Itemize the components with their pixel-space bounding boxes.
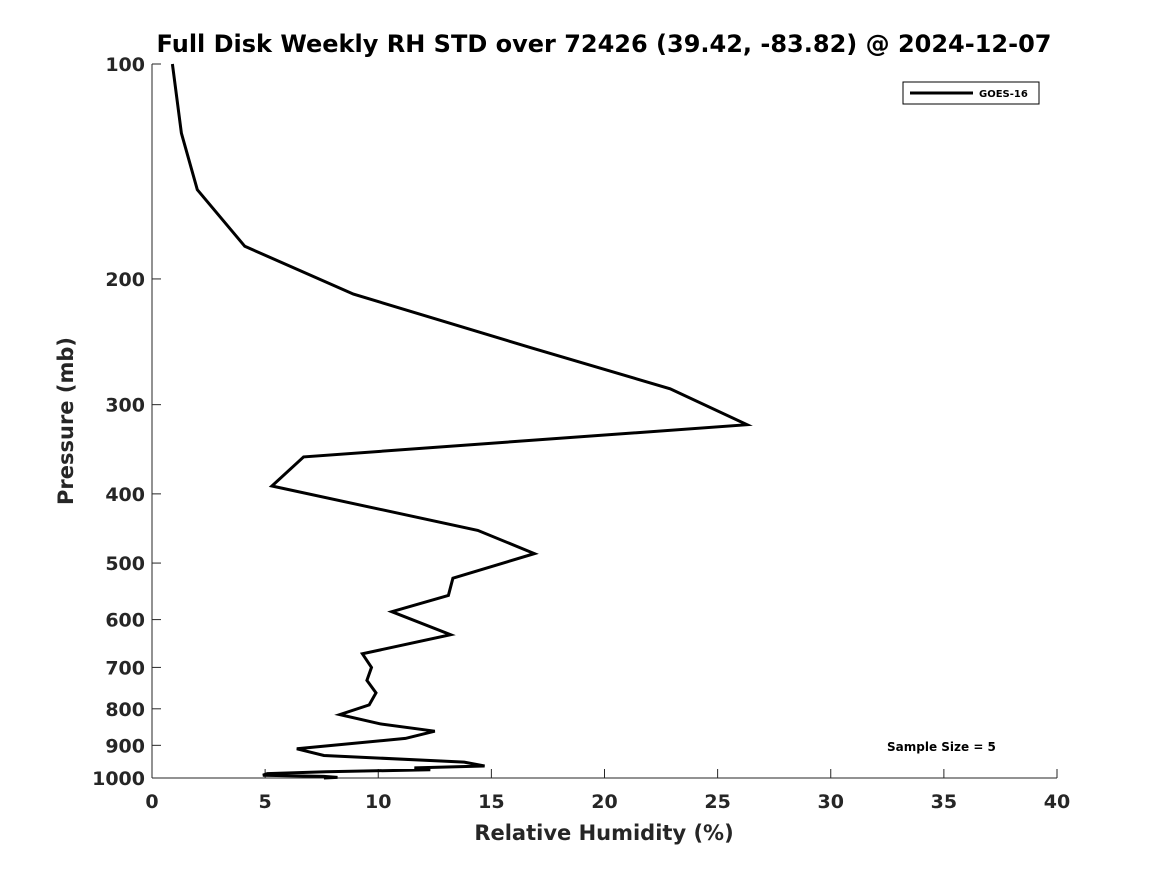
y-axis-label: Pressure (mb) [54, 337, 78, 505]
y-tick-label: 400 [105, 484, 145, 506]
x-tick-label: 10 [365, 791, 391, 813]
series-layer [170, 63, 753, 780]
y-tick-label: 100 [105, 54, 145, 76]
sample-size-annotation: Sample Size = 5 [887, 740, 996, 754]
series-line-goes-16 [170, 63, 753, 780]
y-tick-label: 300 [105, 395, 145, 417]
y-tick-label: 500 [105, 553, 145, 575]
x-tick-label: 0 [145, 791, 158, 813]
x-axis-ticks: 0 5 10 15 20 25 30 35 40 [145, 769, 1070, 813]
x-tick-label: 25 [704, 791, 730, 813]
y-tick-label: 200 [105, 269, 145, 291]
y-tick-label: 900 [105, 735, 145, 757]
y-axis-ticks: 100 200 300 400 500 600 700 800 900 1000 [92, 54, 161, 790]
legend: GOES-16 [902, 81, 1040, 105]
x-axis-label: Relative Humidity (%) [474, 821, 733, 845]
y-tick-label: 700 [105, 657, 145, 679]
x-tick-label: 35 [931, 791, 957, 813]
y-tick-label: 800 [105, 699, 145, 721]
legend-label-goes-16: GOES-16 [979, 89, 1028, 100]
y-tick-label: 600 [105, 610, 145, 632]
chart-title: Full Disk Weekly RH STD over 72426 (39.4… [157, 30, 1052, 58]
x-tick-label: 20 [591, 791, 617, 813]
x-tick-label: 15 [478, 791, 504, 813]
x-tick-label: 40 [1044, 791, 1070, 813]
x-tick-label: 30 [818, 791, 844, 813]
x-tick-label: 5 [259, 791, 272, 813]
y-tick-label: 1000 [92, 768, 145, 790]
